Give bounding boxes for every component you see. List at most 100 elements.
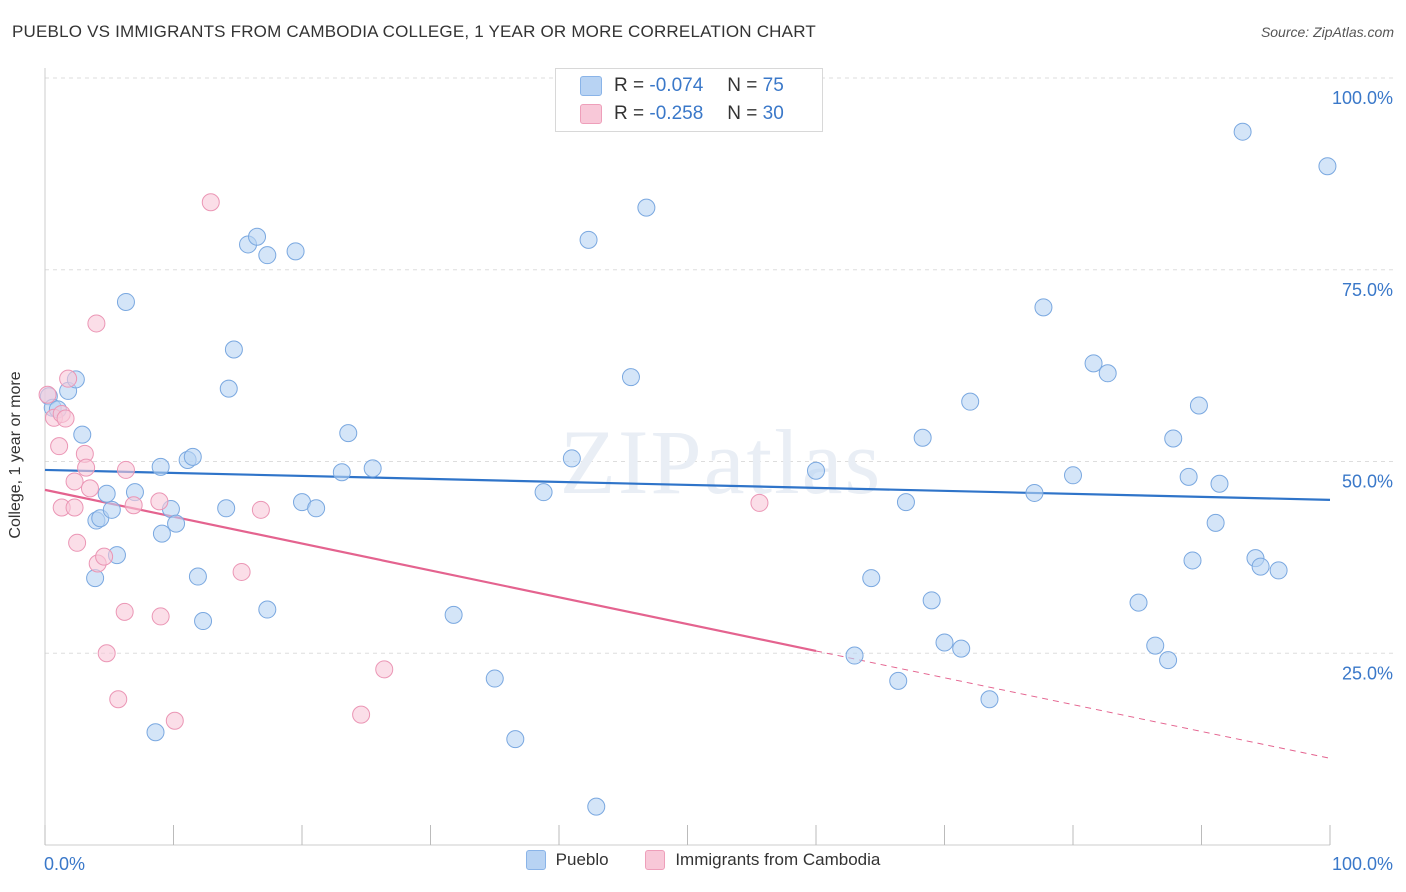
cambodia-point bbox=[95, 547, 114, 566]
pueblo-point bbox=[862, 569, 881, 588]
y-tick-label: 75.0% bbox=[1342, 280, 1393, 300]
pueblo-point bbox=[332, 463, 351, 482]
legend-label-pueblo: Pueblo bbox=[555, 850, 609, 869]
stats-row-cambodia: R = -0.258 N = 30 bbox=[580, 101, 784, 127]
pueblo-point bbox=[807, 461, 825, 480]
pueblo-point bbox=[151, 457, 170, 476]
pueblo-point bbox=[485, 669, 504, 688]
axis-layer: 25.0% 50.0% 75.0% 100.0% 0.0% 100.0% bbox=[44, 68, 1393, 874]
cambodia-point bbox=[59, 369, 78, 388]
pueblo-point bbox=[845, 646, 864, 665]
cambodia-point bbox=[151, 607, 170, 626]
pueblo-point bbox=[1318, 157, 1337, 176]
pueblo-point bbox=[248, 227, 267, 246]
pueblo-point bbox=[1183, 551, 1202, 570]
pueblo-point bbox=[913, 428, 932, 447]
pueblo-point bbox=[1084, 354, 1103, 373]
cambodia-point bbox=[232, 562, 251, 581]
pueblo-point bbox=[224, 340, 243, 359]
cambodia-trend-extension bbox=[815, 650, 1331, 759]
pueblo-point bbox=[1064, 466, 1082, 485]
x-tick-label: 0.0% bbox=[44, 854, 85, 874]
cambodia-point bbox=[65, 472, 84, 491]
pueblo-point bbox=[73, 425, 92, 444]
pueblo-trend-line bbox=[44, 468, 1331, 501]
cambodia-r-value: -0.258 bbox=[649, 103, 704, 124]
pueblo-point bbox=[1164, 429, 1183, 448]
pueblo-point bbox=[637, 198, 656, 217]
pueblo-point bbox=[217, 499, 236, 518]
legend-item-pueblo[interactable]: Pueblo bbox=[525, 850, 609, 870]
pueblo-point bbox=[1206, 513, 1225, 532]
pueblo-point bbox=[167, 514, 186, 533]
pueblo-point bbox=[183, 447, 202, 466]
trend-layer bbox=[44, 468, 1331, 759]
pueblo-r-value: -0.074 bbox=[649, 75, 704, 96]
pueblo-point bbox=[219, 379, 238, 398]
pueblo-point bbox=[1269, 561, 1288, 580]
bottom-legend: Pueblo Immigrants from Cambodia bbox=[0, 850, 1406, 875]
cambodia-point bbox=[56, 409, 75, 428]
pueblo-point bbox=[258, 600, 277, 619]
cambodia-point bbox=[352, 705, 371, 724]
pueblo-point bbox=[1129, 593, 1148, 612]
pueblo-point bbox=[579, 230, 598, 249]
pueblo-n-value: 75 bbox=[762, 75, 784, 96]
pueblo-point bbox=[587, 797, 606, 816]
pueblo-point bbox=[1025, 483, 1044, 502]
cambodia-point bbox=[50, 437, 69, 456]
cambodia-r-label: R = bbox=[614, 103, 645, 124]
pueblo-point bbox=[1189, 396, 1208, 415]
cambodia-n-label: N = bbox=[727, 103, 758, 124]
pueblo-point bbox=[889, 671, 908, 690]
legend-swatch-pueblo bbox=[525, 850, 546, 870]
pueblo-point bbox=[952, 639, 971, 658]
cambodia-point bbox=[375, 660, 394, 679]
cambodia-point bbox=[150, 492, 169, 511]
pueblo-point bbox=[188, 567, 207, 586]
cambodia-point bbox=[201, 193, 220, 212]
chart-title: PUEBLO VS IMMIGRANTS FROM CAMBODIA COLLE… bbox=[12, 22, 816, 41]
watermark: ZIPatlas bbox=[560, 411, 883, 513]
chart-source: Source: ZipAtlas.com bbox=[1260, 24, 1394, 40]
pueblo-point bbox=[562, 449, 581, 468]
pueblo-point bbox=[980, 690, 999, 709]
cambodia-swatch bbox=[580, 104, 602, 124]
y-tick-label: 25.0% bbox=[1342, 663, 1393, 683]
pueblo-point bbox=[1146, 636, 1165, 655]
cambodia-n-value: 30 bbox=[762, 103, 784, 124]
cambodia-point bbox=[87, 314, 106, 333]
pueblo-point bbox=[1210, 474, 1229, 493]
pueblo-swatch bbox=[580, 76, 602, 96]
pueblo-point bbox=[152, 524, 171, 543]
y-tick-label: 100.0% bbox=[1332, 88, 1393, 108]
legend-item-cambodia[interactable]: Immigrants from Cambodia bbox=[645, 850, 880, 870]
cambodia-point bbox=[165, 711, 184, 730]
pueblo-point bbox=[1251, 557, 1270, 576]
cambodia-trend-line bbox=[44, 488, 817, 653]
pueblo-point bbox=[1233, 122, 1252, 141]
legend-swatch-cambodia bbox=[645, 850, 666, 870]
pueblo-point bbox=[922, 591, 941, 610]
cambodia-point bbox=[68, 533, 87, 552]
pueblo-point bbox=[1159, 651, 1178, 670]
cambodia-point bbox=[109, 690, 128, 709]
pueblo-point bbox=[935, 633, 954, 652]
pueblo-point bbox=[896, 493, 915, 512]
cambodia-point bbox=[65, 498, 84, 517]
x-tick-label: 100.0% bbox=[1332, 854, 1393, 874]
pueblo-point bbox=[97, 484, 116, 503]
pueblo-point bbox=[307, 499, 326, 518]
pueblo-point bbox=[286, 242, 305, 261]
cambodia-point bbox=[38, 385, 57, 404]
stats-legend: R = -0.074 N = 75 R = -0.258 N = 30 bbox=[555, 68, 823, 132]
points-layer bbox=[38, 122, 1337, 816]
pueblo-point bbox=[102, 500, 121, 519]
cambodia-point bbox=[80, 479, 99, 498]
pueblo-point bbox=[621, 368, 640, 387]
stats-row-pueblo: R = -0.074 N = 75 bbox=[580, 73, 784, 99]
cambodia-point bbox=[97, 644, 116, 663]
cambodia-point bbox=[750, 493, 769, 512]
legend-label-cambodia: Immigrants from Cambodia bbox=[675, 850, 881, 869]
cambodia-point bbox=[124, 496, 143, 515]
